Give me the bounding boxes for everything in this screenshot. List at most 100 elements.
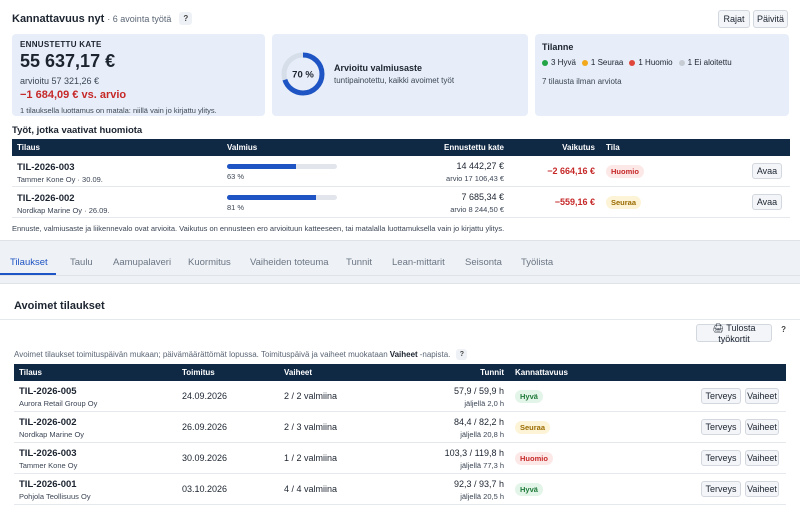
green-dot-icon: [542, 59, 548, 66]
profitability-panel: Kannattavuus nyt · 6 avointa työtä ? Raj…: [0, 0, 800, 241]
hours-left: jäljellä 77,3 h: [460, 461, 504, 470]
table-row: TIL-2026-001 Pohjola Teollisuus Oy 03.10…: [14, 474, 786, 505]
readiness-gauge: 70 %: [281, 52, 325, 96]
open-button[interactable]: Avaa: [752, 194, 782, 210]
phases-status: 2 / 3 valmiina: [284, 422, 338, 432]
help-icon[interactable]: ?: [179, 12, 193, 25]
hours-value: 92,3 / 93,7 h: [453, 479, 504, 489]
order-id: TIL-2026-002: [19, 417, 77, 428]
red-dot-icon: [629, 59, 636, 66]
kpi-diff: −1 684,09 € vs. arvio: [20, 89, 127, 101]
kpi-label: ENNUSTETTU KATE: [20, 40, 102, 49]
attention-footnote: Ennuste, valmiusaste ja liikennevalo ova…: [12, 224, 505, 233]
print-cards-button[interactable]: 🖨 Tulosta työkortit: [696, 323, 772, 344]
tab-tyolista[interactable]: Työlista: [521, 257, 554, 268]
health-button[interactable]: Terveys: [701, 481, 741, 497]
divider: [0, 319, 800, 320]
status-chip-not-started: 1 Ei aloitettu: [678, 58, 732, 67]
status-badge: Hyvä: [515, 390, 543, 403]
phases-button[interactable]: Vaiheet: [745, 388, 779, 404]
status-chip-good: 3 Hyvä: [542, 58, 576, 67]
status-meta: 7 tilausta ilman arviota: [542, 77, 622, 86]
hours-left: jäljellä 20,5 h: [460, 492, 504, 501]
progress-bar: [227, 195, 337, 200]
col-order: Tilaus: [19, 368, 42, 377]
delivery-date: 03.10.2026: [182, 484, 228, 494]
chip-label: 1 Huomio: [638, 58, 673, 67]
progress-fill: [227, 164, 297, 169]
tab-tunnit[interactable]: Tunnit: [346, 257, 373, 268]
estimated-margin: arvio 17 106,43 €: [446, 174, 504, 183]
tab-seisonta[interactable]: Seisonta: [465, 257, 502, 268]
help-icon[interactable]: ?: [781, 325, 786, 334]
col-profitability: Kannattavuus: [515, 368, 568, 377]
phases-button[interactable]: Vaiheet: [745, 481, 779, 497]
attention-table-header: Tilaus Valmius Ennustettu kate Vaikutus …: [12, 139, 790, 156]
impact-value: −559,16 €: [554, 197, 595, 207]
health-button[interactable]: Terveys: [701, 388, 741, 404]
phases-button[interactable]: Vaiheet: [745, 419, 779, 435]
phases-button[interactable]: Vaiheet: [745, 450, 779, 466]
forecast-margin: 14 442,27 €: [456, 161, 504, 171]
table-row: TIL-2026-003 Tammer Kone Oy 30.09.2026 1…: [14, 443, 786, 474]
order-id: TIL-2026-005: [19, 386, 77, 397]
gauge-label: 70 %: [292, 70, 314, 81]
open-button[interactable]: Avaa: [752, 163, 782, 179]
status-chip-attention: 1 Huomio: [629, 58, 673, 67]
status-chip-watch: 1 Seuraa: [581, 58, 623, 67]
delivery-date: 24.09.2026: [182, 391, 228, 401]
tab-kuormitus[interactable]: Kuormitus: [188, 257, 231, 268]
refresh-button[interactable]: Päivitä: [753, 10, 788, 28]
tab-aamupalaveri[interactable]: Aamupalaveri: [113, 257, 172, 268]
kpi-estimate: arvioitu 57 321,26 €: [20, 76, 100, 86]
gray-dot-icon: [678, 59, 685, 66]
hours-left: jäljellä 20,8 h: [460, 430, 504, 439]
gauge-arc: [281, 52, 325, 96]
hours-value: 57,9 / 59,9 h: [453, 386, 504, 396]
order-customer: Pohjola Teollisuus Oy: [19, 492, 91, 501]
health-button[interactable]: Terveys: [701, 450, 741, 466]
order-customer: Tammer Kone Oy · 30.09.: [17, 175, 103, 184]
status-badge: Huomio: [515, 452, 553, 465]
tab-vaiheiden-toteuma[interactable]: Vaiheiden toteuma: [250, 257, 329, 268]
order-customer: Nordkap Marine Oy · 26.09.: [17, 206, 110, 215]
col-phases: Vaiheet: [284, 368, 313, 377]
tab-taulu[interactable]: Taulu: [70, 257, 93, 268]
open-orders-title: Avoimet tilaukset: [14, 300, 105, 312]
table-row: TIL-2026-002 Nordkap Marine Oy · 26.09. …: [12, 187, 790, 218]
table-row: TIL-2026-005 Aurora Retail Group Oy 24.0…: [14, 381, 786, 412]
tab-lean-mittarit[interactable]: Lean-mittarit: [392, 257, 445, 268]
forecast-margin: 7 685,34 €: [461, 192, 504, 202]
kpi-readiness: 70 % Arvioitu valmiusaste tuntipainotett…: [272, 34, 528, 116]
progress-label: 81 %: [227, 203, 245, 212]
panel-subtitle: · 6 avointa työtä: [107, 13, 172, 24]
chip-label: 3 Hyvä: [551, 58, 576, 67]
kpi-forecast-margin: ENNUSTETTU KATE 55 637,17 € arvioitu 57 …: [12, 34, 265, 116]
note-text: Avoimet tilaukset toimituspäivän mukaan;…: [14, 350, 388, 359]
active-tab-indicator: [0, 273, 56, 275]
phases-status: 2 / 2 valmiina: [284, 391, 338, 401]
table-row: TIL-2026-002 Nordkap Marine Oy 26.09.202…: [14, 412, 786, 443]
progress-label: 63 %: [227, 172, 245, 181]
main-tabs: Tilaukset Taulu Aamupalaveri Kuormitus V…: [0, 252, 800, 276]
note-text-end: -napista.: [419, 350, 451, 359]
hours-left: jäljellä 2,0 h: [464, 399, 504, 408]
status-title: Tilanne: [542, 42, 574, 52]
hours-value: 84,4 / 82,2 h: [453, 417, 504, 427]
help-icon[interactable]: ?: [456, 349, 468, 360]
tab-tilaukset[interactable]: Tilaukset: [10, 257, 48, 268]
panel-header: Kannattavuus nyt · 6 avointa työtä ?: [12, 12, 193, 25]
order-customer: Nordkap Marine Oy: [19, 430, 85, 439]
chip-label: 1 Ei aloitettu: [687, 58, 732, 67]
open-orders-table-header: Tilaus Toimitus Vaiheet Tunnit Kannattav…: [14, 364, 786, 381]
kpi-status: Tilanne 3 Hyvä 1 Seuraa 1 Huomio 1 Ei al…: [535, 34, 789, 116]
status-badge: Hyvä: [515, 483, 543, 496]
health-button[interactable]: Terveys: [701, 419, 741, 435]
readiness-subtitle: tuntipainotettu, kaikki avoimet työt: [334, 76, 455, 85]
panel-title: Kannattavuus nyt: [12, 12, 105, 25]
phases-status: 4 / 4 valmiina: [284, 484, 338, 494]
limits-button[interactable]: Rajat: [718, 10, 750, 28]
yellow-dot-icon: [581, 59, 588, 66]
note-bold: Vaiheet: [389, 350, 418, 359]
open-orders-note: Avoimet tilaukset toimituspäivän mukaan;…: [14, 349, 468, 360]
